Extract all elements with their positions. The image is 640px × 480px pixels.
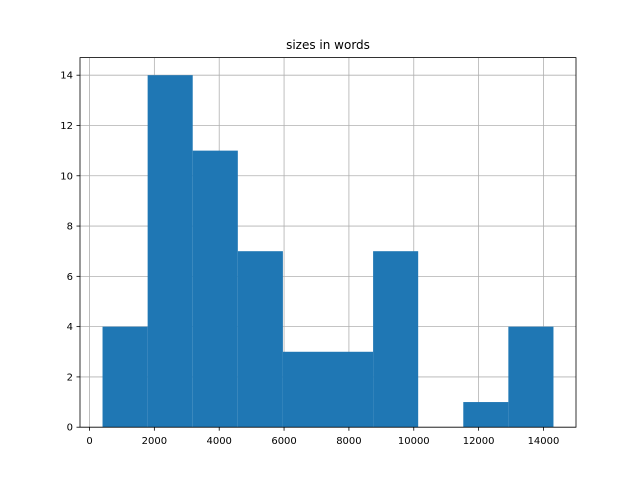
axes-layer: 0 2 4 6 8 10 12 14 0 2000 4000 6000 8000 10000 12000 14… (60, 57, 577, 447)
bar (147, 75, 193, 428)
bar (508, 326, 554, 428)
x-tick-label: 10000 (398, 436, 430, 447)
bar (373, 251, 419, 428)
x-tick-label: 4000 (206, 436, 231, 447)
bars-layer (102, 75, 554, 428)
y-tick-label: 14 (60, 71, 73, 82)
y-tick-label: 10 (60, 171, 73, 182)
y-tick-label: 12 (60, 121, 73, 132)
bar (102, 326, 148, 428)
x-tick-label: 2000 (142, 436, 167, 447)
bar (237, 251, 283, 428)
y-tick-label: 6 (67, 272, 73, 283)
x-tick-label: 14000 (528, 436, 560, 447)
x-tick-label: 12000 (463, 436, 495, 447)
y-tick-label: 0 (67, 423, 73, 434)
plot-frame (79, 57, 577, 428)
bar (328, 351, 374, 428)
y-tick-label: 4 (67, 322, 73, 333)
bar (192, 150, 238, 428)
y-tick-label: 8 (67, 222, 73, 233)
chart-title: sizes in words (286, 38, 370, 52)
bar (282, 351, 328, 428)
x-tick-label: 8000 (336, 436, 361, 447)
x-tick-label: 6000 (271, 436, 296, 447)
x-tick-label: 0 (86, 436, 92, 447)
y-tick-label: 2 (67, 372, 73, 383)
bar (463, 402, 509, 428)
